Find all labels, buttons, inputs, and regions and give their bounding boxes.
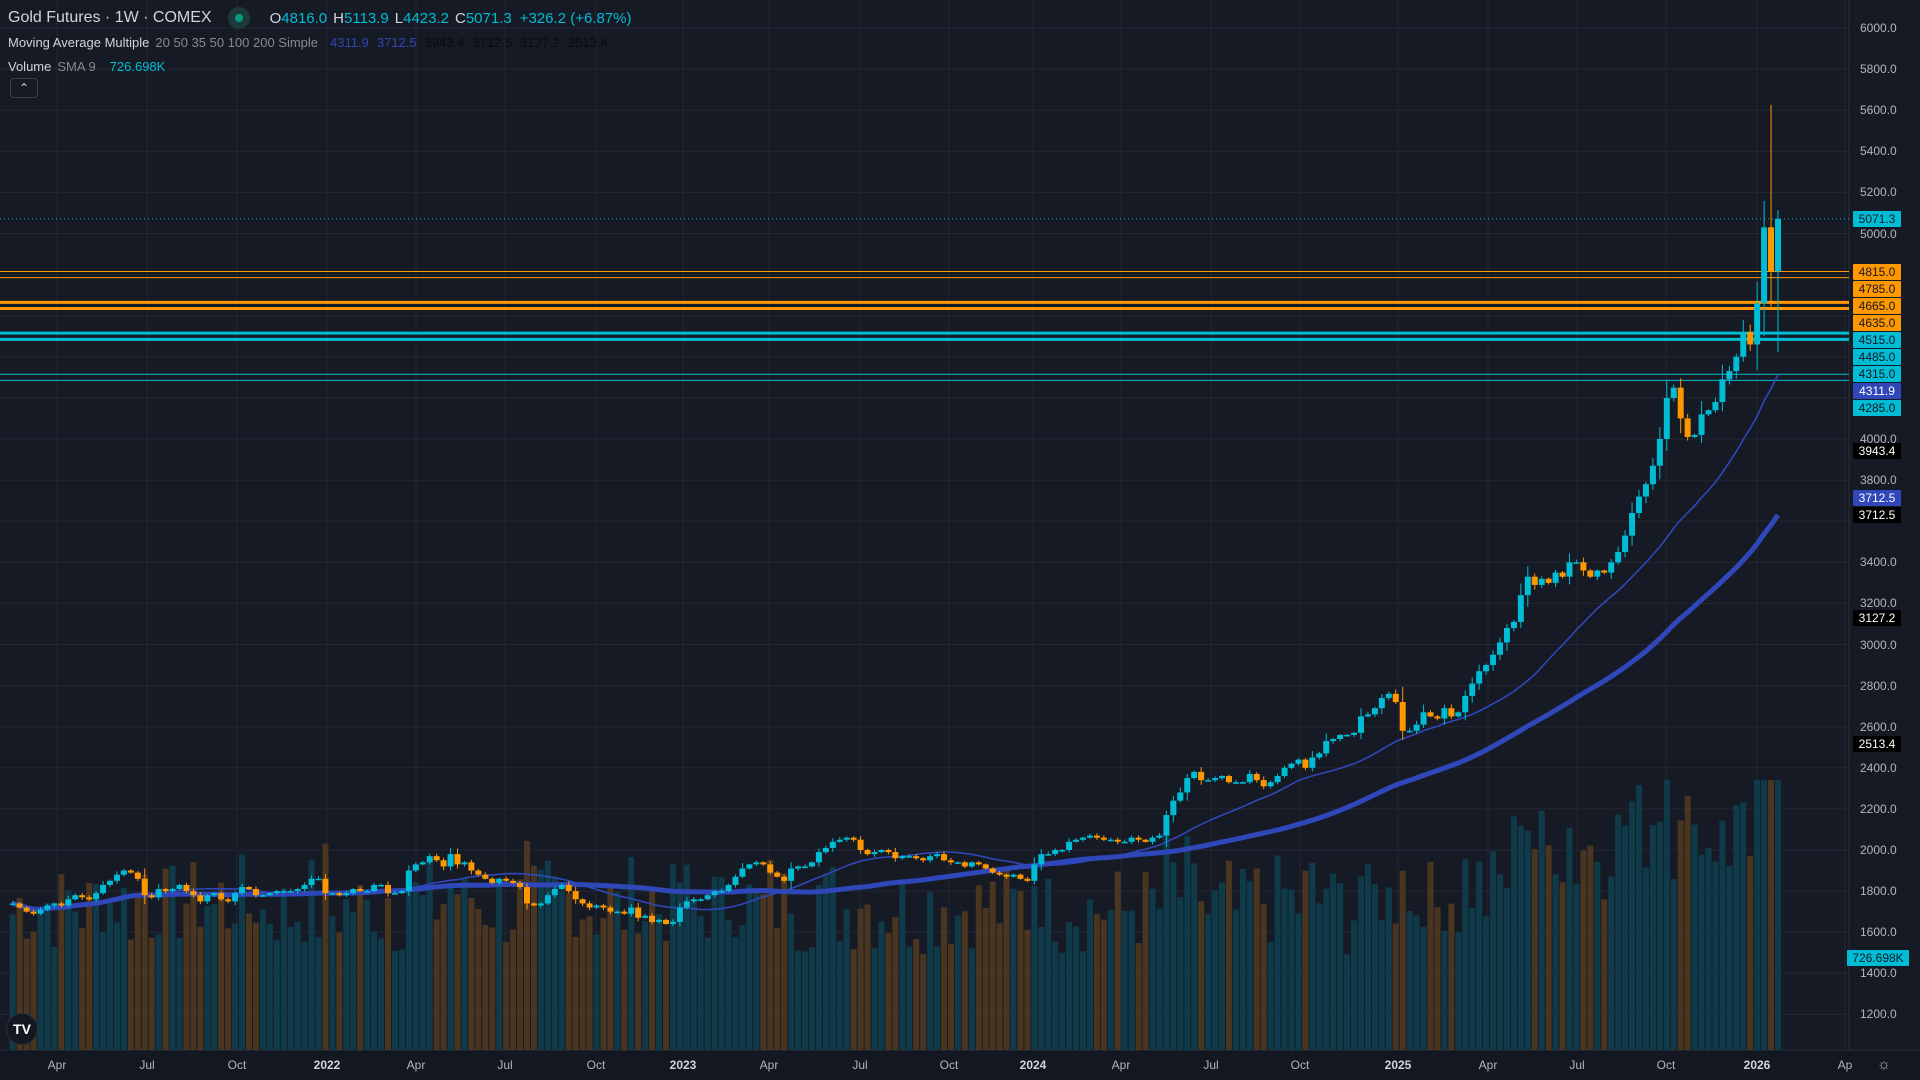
price-tick-label: 5800.0 <box>1860 62 1897 77</box>
price-tick-label: 3200.0 <box>1860 596 1897 611</box>
chevron-up-icon: ⌃ <box>18 81 30 95</box>
price-tag: 726.698K <box>1847 949 1909 966</box>
time-tick-label: Jul <box>139 1058 155 1072</box>
price-tag: 3127.2 <box>1853 610 1901 627</box>
change-value: +326.2 (+6.87%) <box>519 9 632 27</box>
time-tick-label: Apr <box>406 1058 426 1072</box>
price-tick-label: 1400.0 <box>1860 966 1897 981</box>
market-status-icon[interactable] <box>227 7 250 29</box>
open-value: 4816.0 <box>281 9 328 27</box>
indicator-params: 20 50 35 50 100 200 Simple <box>155 34 319 50</box>
price-tag: 4815.0 <box>1853 263 1901 280</box>
low-value: 4423.2 <box>403 9 449 27</box>
time-tick-label: Oct <box>939 1058 959 1072</box>
ma-value: 2513.4 <box>567 34 608 50</box>
price-tick-label: 2600.0 <box>1860 719 1897 734</box>
chart-legend: Gold Futures · 1W · COMEX O 4816.0 H 5113.… <box>8 6 631 78</box>
price-tag: 4315.0 <box>1853 366 1901 383</box>
price-tick-label: 5600.0 <box>1860 103 1897 118</box>
price-tick-label: 1600.0 <box>1860 925 1897 940</box>
price-tag: 2513.4 <box>1853 736 1901 753</box>
time-tick-label: Oct <box>227 1058 247 1072</box>
price-tick-label: 3000.0 <box>1860 637 1897 652</box>
price-tick-label: 3400.0 <box>1860 555 1897 570</box>
high-value: 5113.9 <box>344 9 389 27</box>
price-tag: 3943.4 <box>1853 442 1901 459</box>
price-tag: 4485.0 <box>1853 348 1901 365</box>
low-label: L <box>394 9 404 27</box>
volume-name[interactable]: Volume <box>8 58 52 74</box>
price-tag: 4285.0 <box>1853 400 1901 417</box>
price-tick-label: 5000.0 <box>1860 226 1897 241</box>
ma-value: 3127.2 <box>520 34 560 50</box>
price-tick-label: 2800.0 <box>1860 678 1897 693</box>
price-tick-label: 2400.0 <box>1860 760 1897 775</box>
close-label: C <box>455 9 466 27</box>
time-tick-label: Apr <box>759 1058 779 1072</box>
time-tick-label: Apr <box>47 1058 67 1072</box>
price-tick-label: 1200.0 <box>1860 1007 1897 1022</box>
time-tick-label: 2026 <box>1743 1058 1771 1072</box>
close-value: 5071.3 <box>465 9 512 27</box>
settings-gear-icon[interactable]: ☼ <box>1877 1056 1891 1073</box>
time-tick-label: Apr <box>1478 1058 1498 1072</box>
time-tick-label: Apr <box>1111 1058 1131 1072</box>
ma-value: 3943.4 <box>424 34 465 50</box>
open-label: O <box>269 9 282 27</box>
time-tick-label: Oct <box>586 1058 606 1072</box>
price-tick-label: 1800.0 <box>1860 884 1897 899</box>
price-tag: 4635.0 <box>1853 314 1901 331</box>
indicator-name[interactable]: Moving Average Multiple <box>8 34 150 50</box>
price-tick-label: 2000.0 <box>1860 843 1897 857</box>
ma-value: 3712.5 <box>376 34 417 50</box>
price-tag: 4665.0 <box>1853 297 1901 314</box>
time-tick-label: 2024 <box>1019 1058 1047 1072</box>
price-tag: 4311.9 <box>1853 383 1901 400</box>
symbol-title[interactable]: Gold Futures · 1W · COMEX <box>8 9 212 26</box>
time-tick-label: Ap <box>1837 1058 1853 1072</box>
indicator-row[interactable]: Moving Average Multiple 20 50 35 50 100 … <box>8 30 631 54</box>
time-tick-label: Oct <box>1290 1058 1310 1072</box>
time-tick-label: Jul <box>1203 1058 1219 1072</box>
ma-value: 4311.9 <box>330 34 369 50</box>
time-tick-label: 2025 <box>1384 1058 1412 1072</box>
price-tick-label: 5200.0 <box>1860 185 1897 200</box>
high-label: H <box>333 9 344 27</box>
price-tag: 3712.5 <box>1853 490 1901 507</box>
price-tick-label: 3800.0 <box>1860 473 1897 488</box>
volume-value: 726.698K <box>109 58 166 74</box>
price-tag: 4515.0 <box>1853 331 1901 348</box>
volume-params: SMA 9 <box>57 58 96 74</box>
price-tag: 3712.5 <box>1853 507 1901 524</box>
volume-row[interactable]: Volume SMA 9 726.698K <box>8 54 631 78</box>
price-tick-label: 4000.0 <box>1860 432 1897 446</box>
price-tick-label: 2200.0 <box>1860 801 1897 816</box>
ma-value: 3712.5 <box>472 34 513 50</box>
time-tick-label: Jul <box>1569 1058 1585 1072</box>
tradingview-logo-icon[interactable]: TV <box>6 1013 38 1045</box>
price-tag: 5071.3 <box>1853 210 1901 227</box>
price-tag: 4785.0 <box>1853 280 1901 297</box>
time-tick-label: Oct <box>1656 1058 1676 1072</box>
time-tick-label: 2023 <box>669 1058 697 1072</box>
symbol-row: Gold Futures · 1W · COMEX O 4816.0 H 5113.… <box>8 6 631 30</box>
collapse-legend-button[interactable]: ⌃ <box>10 78 38 98</box>
time-tick-label: Jul <box>852 1058 868 1072</box>
price-tick-label: 6000.0 <box>1860 21 1897 35</box>
time-tick-label: 2022 <box>313 1058 341 1072</box>
time-tick-label: Jul <box>497 1058 513 1072</box>
price-tick-label: 5400.0 <box>1860 144 1897 159</box>
